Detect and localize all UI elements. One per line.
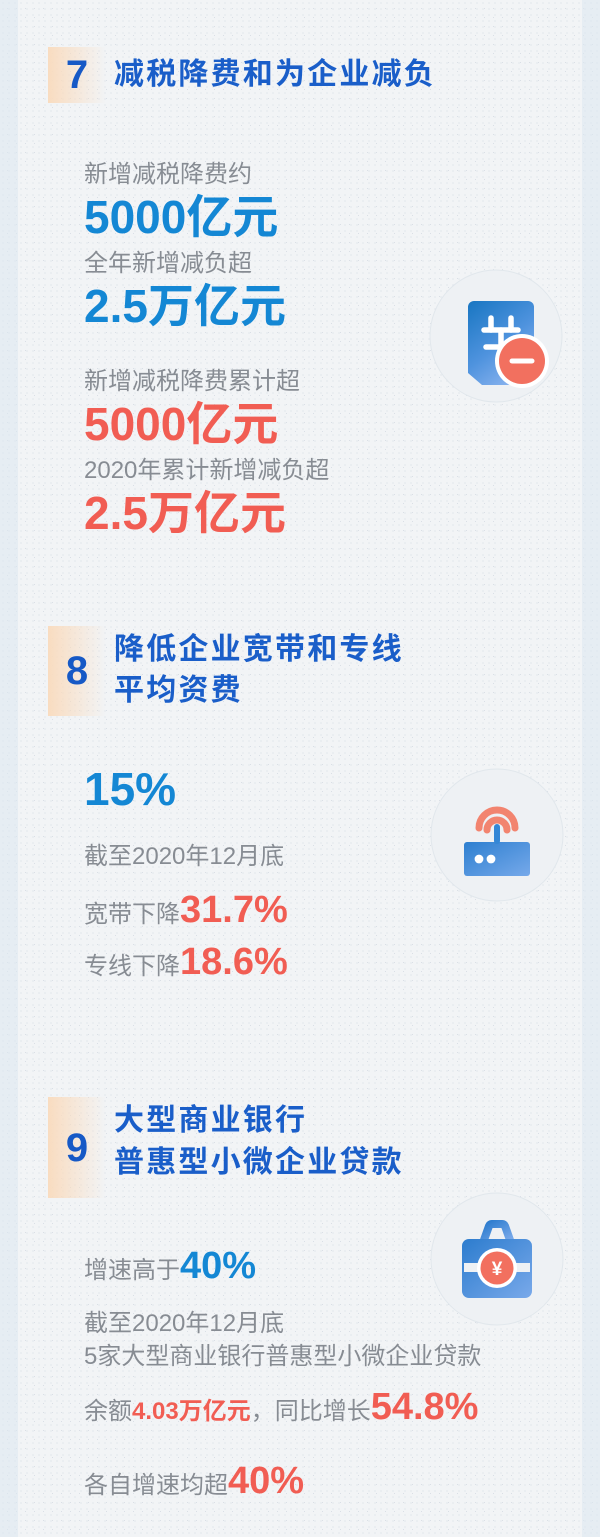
svg-text:¥: ¥ [492,1259,503,1280]
